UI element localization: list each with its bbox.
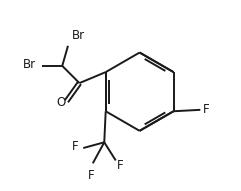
Text: F: F [88,169,94,182]
Text: F: F [117,159,123,172]
Text: O: O [56,96,66,109]
Text: Br: Br [71,29,85,42]
Text: Br: Br [23,58,36,71]
Text: F: F [203,103,209,116]
Text: F: F [72,140,79,153]
